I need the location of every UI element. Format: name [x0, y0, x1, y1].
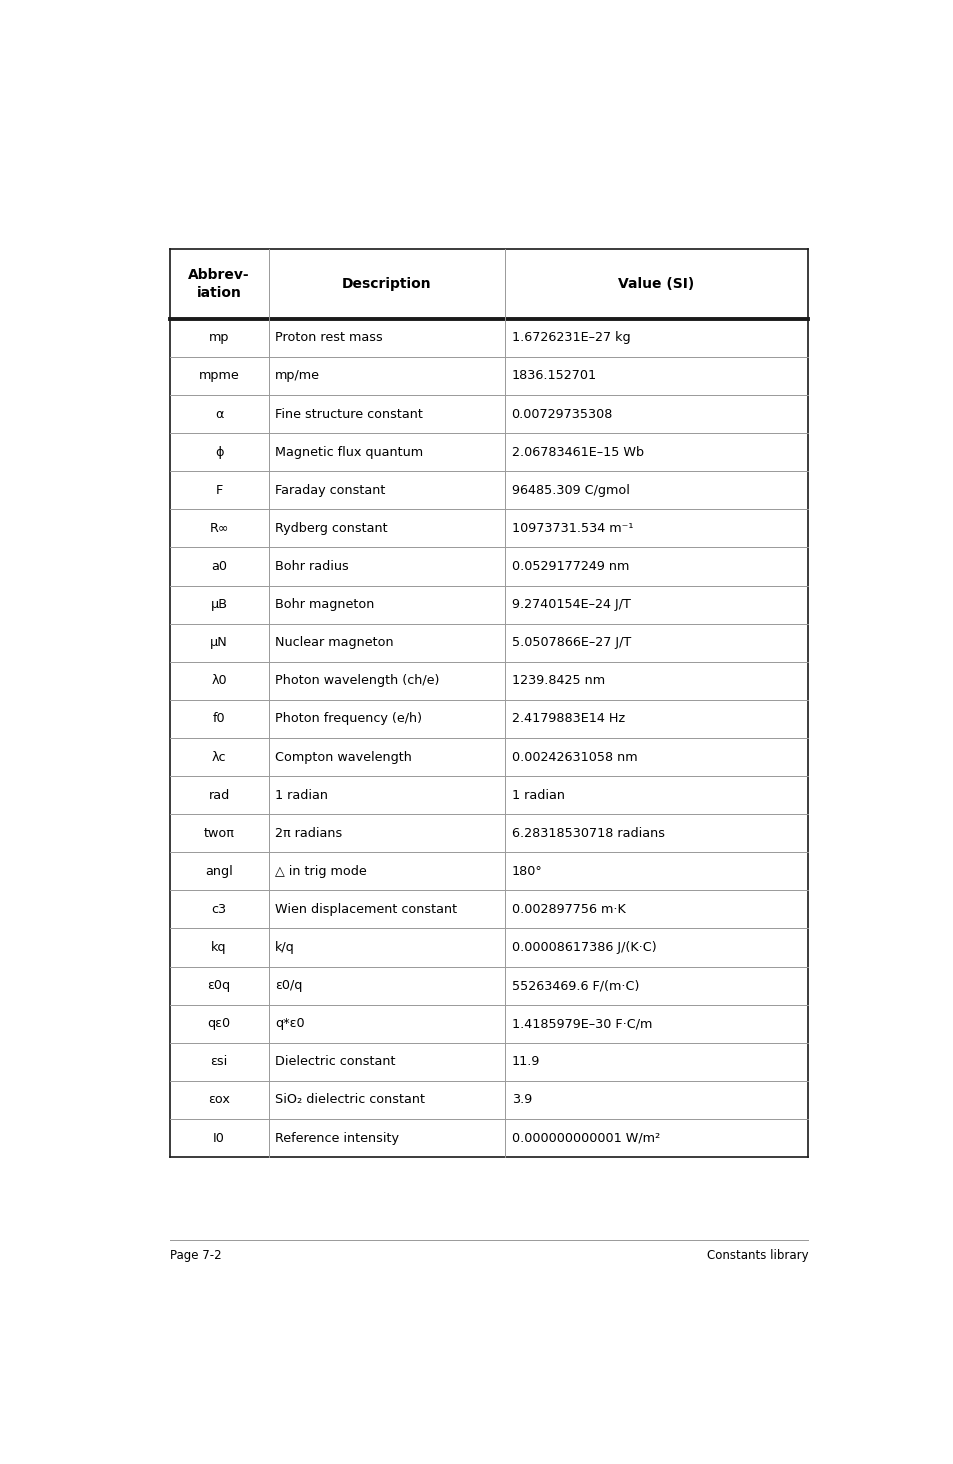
Text: Value (SI): Value (SI) — [618, 277, 694, 291]
Text: ε0/q: ε0/q — [274, 979, 302, 993]
Text: 2π radians: 2π radians — [274, 827, 342, 840]
Text: qε0: qε0 — [207, 1017, 231, 1031]
Text: Wien displacement constant: Wien displacement constant — [274, 903, 456, 916]
Text: 2.4179883E14 Hz: 2.4179883E14 Hz — [511, 713, 624, 726]
Text: 5.0507866E–27 J/T: 5.0507866E–27 J/T — [511, 637, 630, 649]
Text: 6.28318530718 radians: 6.28318530718 radians — [511, 827, 664, 840]
Text: 3.9: 3.9 — [511, 1094, 531, 1107]
Text: Abbrev-
iation: Abbrev- iation — [188, 268, 250, 300]
Text: R∞: R∞ — [209, 521, 229, 534]
Text: Faraday constant: Faraday constant — [274, 483, 385, 496]
Text: twoπ: twoπ — [203, 827, 234, 840]
Text: Compton wavelength: Compton wavelength — [274, 751, 412, 764]
Text: 55263469.6 F/(m·C): 55263469.6 F/(m·C) — [511, 979, 639, 993]
Text: Constants library: Constants library — [706, 1249, 807, 1262]
Text: Photon wavelength (ch/e): Photon wavelength (ch/e) — [274, 675, 439, 687]
Text: mp/me: mp/me — [274, 369, 320, 382]
Text: α: α — [214, 407, 223, 420]
Text: Fine structure constant: Fine structure constant — [274, 407, 422, 420]
Text: 2.06783461E–15 Wb: 2.06783461E–15 Wb — [511, 445, 643, 458]
Text: 0.00242631058 nm: 0.00242631058 nm — [511, 751, 637, 764]
Text: Bohr magneton: Bohr magneton — [274, 599, 375, 610]
Text: 96485.309 C/gmol: 96485.309 C/gmol — [511, 483, 629, 496]
Text: Bohr radius: Bohr radius — [274, 561, 349, 572]
Text: rad: rad — [208, 789, 230, 802]
Text: 10973731.534 m⁻¹: 10973731.534 m⁻¹ — [511, 521, 633, 534]
Text: △ in trig mode: △ in trig mode — [274, 865, 367, 878]
Text: Nuclear magneton: Nuclear magneton — [274, 637, 394, 649]
Text: Reference intensity: Reference intensity — [274, 1132, 398, 1145]
Text: ϕ: ϕ — [214, 445, 223, 458]
Text: a0: a0 — [211, 561, 227, 572]
Text: μB: μB — [211, 599, 228, 610]
Text: 1.4185979E–30 F·C/m: 1.4185979E–30 F·C/m — [511, 1017, 651, 1031]
Text: mp: mp — [209, 331, 229, 344]
Text: 0.002897756 m·K: 0.002897756 m·K — [511, 903, 624, 916]
Text: εox: εox — [208, 1094, 230, 1107]
Text: λc: λc — [212, 751, 226, 764]
Text: εsi: εsi — [211, 1056, 228, 1069]
Text: Description: Description — [341, 277, 431, 291]
Text: k/q: k/q — [274, 941, 294, 955]
Text: Page 7-2: Page 7-2 — [170, 1249, 221, 1262]
Text: mpme: mpme — [198, 369, 239, 382]
Text: F: F — [215, 483, 222, 496]
Text: Proton rest mass: Proton rest mass — [274, 331, 382, 344]
Text: angl: angl — [205, 865, 233, 878]
Text: 9.2740154E–24 J/T: 9.2740154E–24 J/T — [511, 599, 630, 610]
Text: 1.6726231E–27 kg: 1.6726231E–27 kg — [511, 331, 630, 344]
Text: 1239.8425 nm: 1239.8425 nm — [511, 675, 604, 687]
Text: ε0q: ε0q — [207, 979, 231, 993]
Text: kq: kq — [211, 941, 227, 955]
Text: Photon frequency (e/h): Photon frequency (e/h) — [274, 713, 422, 726]
Text: μN: μN — [210, 637, 228, 649]
Text: 180°: 180° — [511, 865, 541, 878]
Text: 1 radian: 1 radian — [274, 789, 328, 802]
Text: q*ε0: q*ε0 — [274, 1017, 305, 1031]
Text: I0: I0 — [213, 1132, 225, 1145]
Text: f0: f0 — [213, 713, 225, 726]
Text: SiO₂ dielectric constant: SiO₂ dielectric constant — [274, 1094, 425, 1107]
Text: 11.9: 11.9 — [511, 1056, 539, 1069]
Text: Rydberg constant: Rydberg constant — [274, 521, 388, 534]
Text: Magnetic flux quantum: Magnetic flux quantum — [274, 445, 423, 458]
Text: 0.00008617386 J/(K·C): 0.00008617386 J/(K·C) — [511, 941, 656, 955]
Text: λ0: λ0 — [211, 675, 227, 687]
Text: 0.00729735308: 0.00729735308 — [511, 407, 612, 420]
Text: 0.0529177249 nm: 0.0529177249 nm — [511, 561, 628, 572]
Text: c3: c3 — [212, 903, 227, 916]
Text: 0.000000000001 W/m²: 0.000000000001 W/m² — [511, 1132, 659, 1145]
Text: 1 radian: 1 radian — [511, 789, 564, 802]
Text: Dielectric constant: Dielectric constant — [274, 1056, 395, 1069]
Text: 1836.152701: 1836.152701 — [511, 369, 596, 382]
